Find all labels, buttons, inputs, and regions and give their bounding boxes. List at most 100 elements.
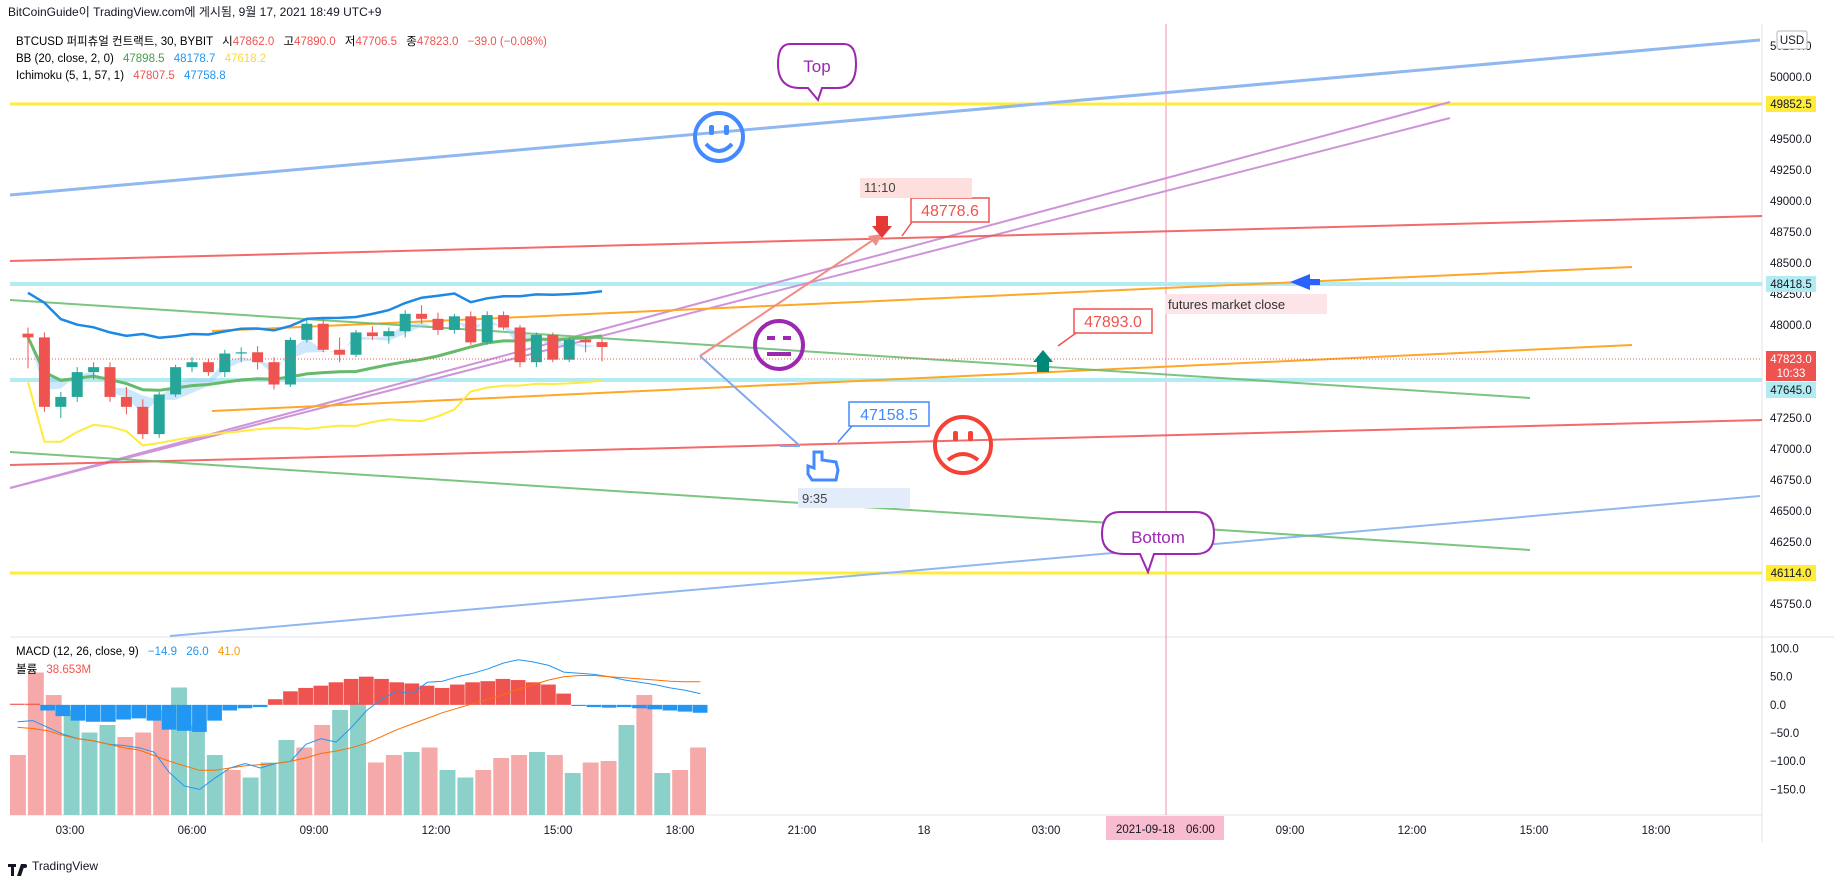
volume-bar [63,710,80,815]
time-tick-label: 18:00 [666,825,695,837]
right-target-callout[interactable]: 47893.0 [1057,308,1153,347]
smiley-face-icon[interactable] [693,111,745,163]
candle [366,326,378,340]
macd-histogram-bar [495,678,511,705]
volume-bar [511,755,528,815]
volume-bar [224,770,241,815]
macd-axis[interactable]: 100.0 50.0 0.0 −50.0 −100.0 −150.0 [1770,643,1806,796]
badge-bottom-line [1766,565,1816,581]
pointing-hand-icon[interactable] [806,450,840,482]
volume-bar [421,747,438,815]
legend-macd-value: −14.9 [148,646,177,658]
candle-body [252,352,264,363]
sad-face-icon[interactable] [933,415,993,475]
macd-histogram-bar [116,704,131,720]
macd-histogram-bar [252,704,268,708]
main-legend[interactable]: BTCUSD 퍼피츄얼 컨트랙트, 30, BYBIT 시47862.0 고47… [16,34,547,82]
volume-bar [296,747,313,815]
volume-bar [403,752,420,815]
futures-note-box [1165,294,1327,314]
price-tick-label: 46750.0 [1770,475,1812,487]
orange-trend-upper[interactable] [211,266,1633,332]
macd-histogram-bar [692,704,708,713]
candle-body [22,333,34,338]
red-trend-lower[interactable] [9,419,1763,466]
macd-histogram-bar [586,704,602,708]
top-callout-text: Top [803,57,830,76]
volume-bar [564,773,581,815]
down-target-text: 47158.5 [860,407,918,424]
time-tick-label: 09:00 [1276,825,1305,837]
price-axis[interactable]: 50250.050000.049750.049500.049250.049000… [1770,41,1812,611]
volume-bar [582,762,599,815]
left-arrow-marker[interactable] [1290,274,1310,290]
buy-marker[interactable] [1037,362,1049,372]
macd-histogram-bar [101,704,116,722]
macd-histogram-bar [131,704,147,719]
blue-trend-upper[interactable] [9,38,1761,197]
candle-body [530,334,542,363]
purple-trend-upper[interactable] [9,117,1451,489]
volume-bar [260,762,277,815]
candle [481,311,493,345]
candle-body [170,367,182,395]
badge-last-price [1766,351,1816,381]
candle-body [399,313,411,332]
volume-bar [475,770,492,815]
bottom-callout[interactable]: Bottom [1100,511,1216,575]
macd-histogram-bar [601,704,617,708]
candle-body [596,342,608,347]
left-arrow-tail [1308,279,1320,285]
green-trend-upper[interactable] [9,299,1531,399]
neutral-face-icon[interactable] [753,319,805,371]
legend-bb-upper: 48178.7 [174,53,216,65]
time-up-text: 11:10 [864,180,896,195]
green-trend-lower[interactable] [9,451,1531,551]
time-axis[interactable]: 03:00 06:00 09:00 12:00 15:00 18:00 21:00 18 03:… [56,825,1671,837]
candle [530,332,542,368]
macd-histogram-bar [207,704,222,721]
volume-bar [332,710,349,815]
footer: TradingView [0,854,98,878]
up-target-callout[interactable]: 48778.6 [901,197,990,237]
volume-bar [27,672,44,815]
volume-bar [117,737,134,815]
time-tick-label: 21:00 [788,825,817,837]
orange-trend-lower[interactable] [211,344,1633,412]
down-target-callout[interactable]: 47158.5 [837,401,930,443]
volume-bar [350,702,366,815]
candle [202,358,214,376]
price-tick-label: 49500.0 [1770,134,1812,146]
down-projection-arrow[interactable] [699,355,801,447]
blue-trend-lower[interactable] [169,495,1761,637]
purple-trend-lower[interactable] [9,101,1451,489]
time-tick-label: 12:00 [422,825,451,837]
chart-canvas[interactable]: Top Bottom 48778.6 47893.0 47158.5 11:10… [0,0,1834,854]
legend-c-label: 종 [406,36,417,48]
sell-marker[interactable] [876,216,888,226]
currency-badge[interactable] [1776,30,1808,50]
price-tick-label: 47250.0 [1770,413,1812,425]
legend-bb-label: BB (20, close, 2, 0) [16,53,114,65]
candle-body [88,367,100,373]
red-trend-upper[interactable] [9,215,1763,262]
up-projection-arrow[interactable] [699,233,883,357]
candle [186,357,198,373]
time-tick-label: 06:00 [178,825,207,837]
price-tick-label: 48750.0 [1770,227,1812,239]
time-tick-label: 03:00 [1032,825,1061,837]
candle-body [104,367,116,397]
volume-bar [600,761,617,815]
macd-histogram-bar [146,704,162,721]
candle [514,325,526,368]
legend-l-value: 47706.5 [355,36,397,48]
macd-histogram-bar [662,704,678,711]
candle-body [416,313,428,319]
legend-macd-hist: 41.0 [218,646,240,658]
up-projection-arrowhead [868,234,882,246]
macd-histogram-bar [267,699,283,705]
candle-body [153,394,165,435]
macd-histogram-bar [192,704,207,732]
top-callout[interactable]: Top [776,43,858,103]
macd-legend[interactable]: MACD (12, 26, close, 9) −14.9 26.0 41.0 … [16,646,240,676]
